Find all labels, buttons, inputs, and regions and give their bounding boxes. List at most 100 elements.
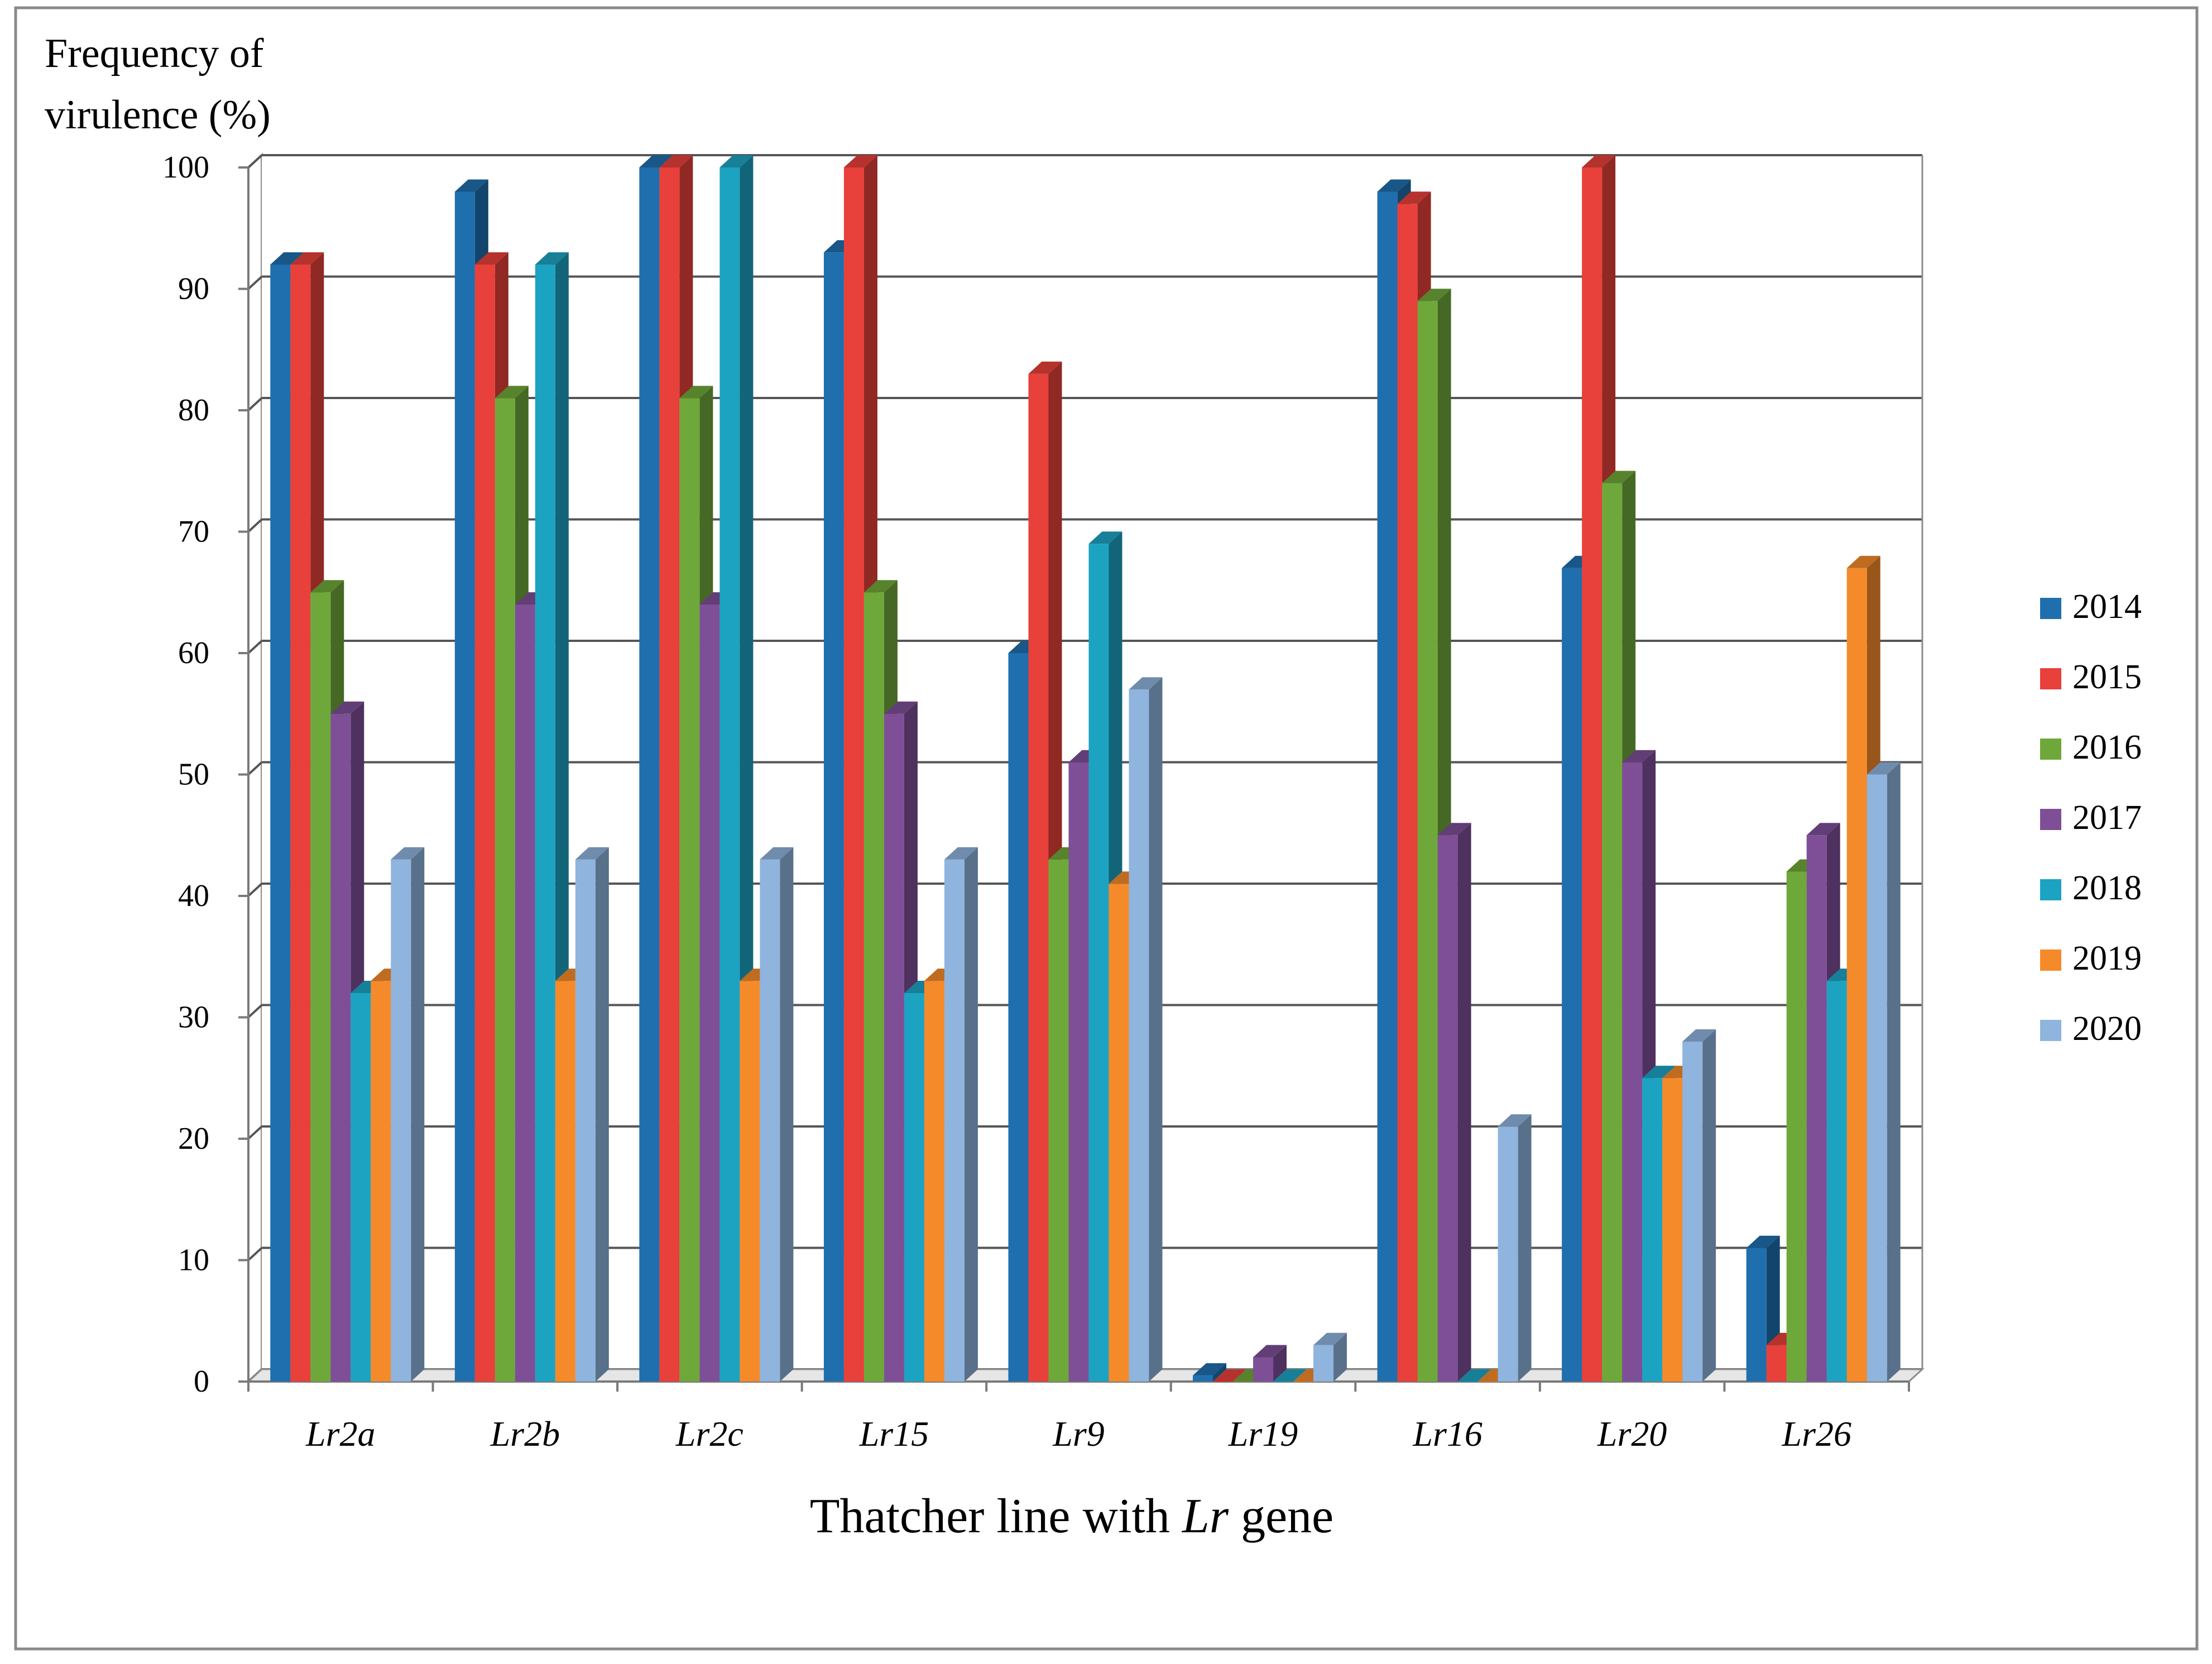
gridline-depth-40 xyxy=(247,883,263,897)
gridline-depth-70 xyxy=(247,519,263,533)
x-tick-label-Lr19: Lr19 xyxy=(1228,1414,1298,1454)
bar-Lr19-2020 xyxy=(1313,1332,1347,1382)
bar-front-Lr2b-2019 xyxy=(555,981,575,1382)
bar-Lr2a-2020 xyxy=(391,847,425,1382)
bar-top-Lr20-2016 xyxy=(1602,471,1636,483)
bar-front-Lr20-2020 xyxy=(1682,1042,1703,1382)
y-tick-label-30: 30 xyxy=(178,1000,209,1035)
bar-front-Lr20-2016 xyxy=(1602,483,1623,1382)
bar-front-Lr20-2017 xyxy=(1622,762,1643,1382)
x-tick-label-Lr16: Lr16 xyxy=(1412,1414,1482,1454)
legend-label-2014: 2014 xyxy=(2072,588,2142,626)
bar-front-Lr20-2015 xyxy=(1582,167,1602,1382)
bar-side-Lr16-2017 xyxy=(1457,823,1471,1382)
x-tick-label-Lr20: Lr20 xyxy=(1597,1414,1667,1454)
bar-side-Lr15-2020 xyxy=(964,847,978,1382)
bar-front-Lr2a-2020 xyxy=(391,859,411,1382)
y-tick-label-10: 10 xyxy=(178,1243,209,1278)
bar-top-Lr16-2016 xyxy=(1417,289,1451,301)
gridline-depth-90 xyxy=(247,276,263,290)
bar-top-Lr26-2019 xyxy=(1846,555,1880,568)
bar-top-Lr15-2015 xyxy=(843,155,877,167)
bar-front-Lr2a-2017 xyxy=(330,713,351,1382)
bar-top-Lr19-2017 xyxy=(1253,1345,1287,1358)
y-axis-title-line2: virulence (%) xyxy=(45,92,271,138)
y-tick-label-0: 0 xyxy=(194,1364,209,1399)
bar-front-Lr15-2020 xyxy=(944,859,965,1382)
bar-front-Lr15-2018 xyxy=(904,993,924,1382)
legend-label-2017: 2017 xyxy=(2072,799,2142,837)
bar-top-Lr20-2018 xyxy=(1642,1066,1676,1078)
bar-top-Lr15-2020 xyxy=(944,847,978,860)
x-axis-title-italic: Lr xyxy=(1181,1489,1229,1543)
bar-front-Lr19-2017 xyxy=(1253,1357,1274,1382)
bar-front-Lr16-2016 xyxy=(1417,301,1438,1382)
gridline-depth-20 xyxy=(247,1125,263,1140)
x-tick-label-Lr2a: Lr2a xyxy=(305,1414,376,1454)
bar-front-Lr2c-2020 xyxy=(760,859,780,1382)
bar-top-Lr2c-2020 xyxy=(760,847,794,860)
bar-front-Lr9-2019 xyxy=(1109,884,1129,1382)
bars-layer xyxy=(270,155,1901,1382)
bar-top-Lr16-2020 xyxy=(1498,1114,1532,1127)
bar-top-Lr16-2017 xyxy=(1437,823,1471,836)
legend: 2014 2015 2016 2017 2018 2019 2020 xyxy=(2040,588,2142,1048)
x-tick-label-Lr15: Lr15 xyxy=(859,1414,929,1454)
bar-top-Lr19-2020 xyxy=(1313,1332,1347,1345)
y-tick-label-50: 50 xyxy=(178,757,209,792)
bar-top-Lr2c-2014 xyxy=(639,155,673,167)
bar-front-Lr2b-2015 xyxy=(474,265,495,1382)
x-axis-categories: Lr2a Lr2b Lr2c Lr15 Lr9 Lr19 Lr16 Lr20 Lr26 xyxy=(247,1382,1910,1454)
bar-Lr9-2020 xyxy=(1129,677,1163,1382)
bar-front-Lr20-2018 xyxy=(1642,1078,1663,1382)
bar-top-Lr20-2015 xyxy=(1582,155,1616,167)
bar-front-Lr16-2017 xyxy=(1437,835,1458,1382)
bar-front-Lr2c-2015 xyxy=(659,167,680,1382)
bar-top-Lr2a-2014 xyxy=(270,252,304,265)
bar-Lr26-2020 xyxy=(1866,762,1901,1382)
legend-swatch-2014 xyxy=(2040,598,2061,619)
bar-front-Lr9-2014 xyxy=(1008,653,1029,1382)
x-tick-label-Lr26: Lr26 xyxy=(1781,1414,1851,1454)
legend-label-2018: 2018 xyxy=(2072,869,2142,907)
bar-top-Lr2b-2015 xyxy=(474,252,508,265)
x-tick-label-Lr2b: Lr2b xyxy=(490,1414,560,1454)
bar-Lr20-2020 xyxy=(1682,1029,1716,1382)
bar-top-Lr20-2017 xyxy=(1622,750,1656,763)
bar-top-Lr2b-2018 xyxy=(535,252,569,265)
bar-top-Lr19-2014 xyxy=(1193,1363,1227,1376)
bar-front-Lr2a-2015 xyxy=(290,265,311,1382)
bar-Lr2b-2020 xyxy=(575,847,609,1382)
bar-side-Lr2b-2020 xyxy=(595,847,609,1382)
legend-label-2019: 2019 xyxy=(2072,939,2142,977)
bar-front-Lr2c-2017 xyxy=(699,605,720,1382)
bar-front-Lr16-2014 xyxy=(1377,191,1398,1382)
legend-swatch-2018 xyxy=(2040,879,2061,900)
bar-front-Lr26-2020 xyxy=(1866,774,1887,1382)
bar-front-Lr2a-2018 xyxy=(351,993,371,1382)
bar-Lr19-2014 xyxy=(1193,1363,1227,1382)
bar-top-Lr9-2015 xyxy=(1028,361,1062,374)
bar-front-Lr19-2020 xyxy=(1313,1345,1334,1382)
bar-front-Lr2b-2016 xyxy=(495,398,515,1382)
gridline-depth-100 xyxy=(247,154,263,169)
bar-front-Lr15-2015 xyxy=(843,167,864,1382)
bar-Lr2c-2020 xyxy=(760,847,794,1382)
bar-top-Lr15-2017 xyxy=(884,701,918,714)
bar-top-Lr16-2018 xyxy=(1457,1369,1491,1382)
y-tick-label-20: 20 xyxy=(178,1121,209,1156)
bar-front-Lr26-2019 xyxy=(1846,568,1867,1382)
x-axis-title-prefix: Thatcher line with xyxy=(810,1489,1182,1543)
bar-front-Lr26-2018 xyxy=(1826,981,1847,1382)
bar-top-Lr16-2014 xyxy=(1377,179,1411,192)
bar-top-Lr2b-2016 xyxy=(495,386,529,399)
bar-top-Lr19-2015 xyxy=(1213,1369,1247,1382)
gridline-depth-10 xyxy=(247,1247,263,1261)
bar-front-Lr26-2017 xyxy=(1806,835,1827,1382)
y-axis-ticks: 0 10 20 30 40 50 60 70 80 90 100 xyxy=(162,150,248,1399)
bar-front-Lr9-2015 xyxy=(1028,373,1049,1382)
bar-side-Lr20-2020 xyxy=(1702,1029,1716,1382)
bar-side-Lr2c-2020 xyxy=(780,847,794,1382)
bar-front-Lr15-2016 xyxy=(863,592,884,1382)
